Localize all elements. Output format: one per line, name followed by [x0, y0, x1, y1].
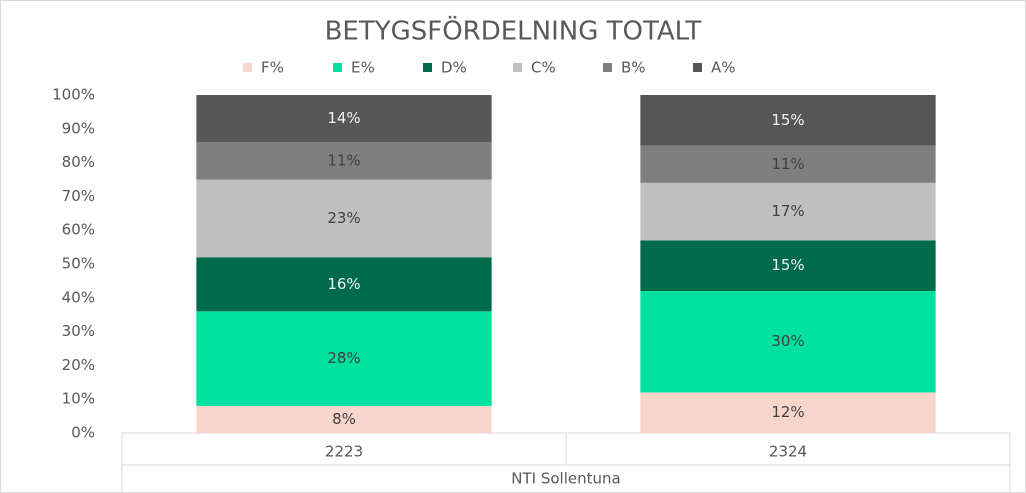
- data-label: 16%: [327, 275, 360, 293]
- bar-segment: [196, 142, 492, 180]
- legend-label: B%: [621, 59, 646, 77]
- legend-swatch: [693, 63, 702, 72]
- bar-segment: [640, 392, 936, 433]
- data-label: 8%: [332, 410, 356, 428]
- data-label: 15%: [771, 256, 804, 274]
- y-tick-label: 10%: [62, 390, 95, 408]
- y-tick-label: 70%: [62, 187, 95, 205]
- legend-swatch: [333, 63, 342, 72]
- data-label: 15%: [771, 111, 804, 129]
- data-label: 11%: [771, 155, 804, 173]
- legend-label: D%: [441, 59, 467, 77]
- legend-swatch: [513, 63, 522, 72]
- data-label: 30%: [771, 332, 804, 350]
- data-label: 11%: [327, 151, 360, 169]
- legend-swatch: [423, 63, 432, 72]
- chart-title: BETYGSFÖRDELNING TOTALT: [325, 15, 702, 47]
- data-label: 12%: [771, 403, 804, 421]
- bar-segment: [640, 240, 936, 292]
- y-tick-label: 50%: [62, 255, 95, 273]
- x-tick-label: 2324: [769, 443, 807, 461]
- y-tick-label: 0%: [71, 424, 95, 442]
- data-label: 28%: [327, 349, 360, 367]
- bar-segment: [640, 291, 936, 393]
- bar-segment: [640, 145, 936, 183]
- y-tick-label: 20%: [62, 356, 95, 374]
- legend-swatch: [243, 63, 252, 72]
- data-label: 17%: [771, 202, 804, 220]
- bar-segment: [196, 257, 492, 312]
- legend-label: A%: [711, 59, 736, 77]
- bar-segment: [640, 182, 936, 241]
- y-tick-label: 40%: [62, 288, 95, 306]
- y-tick-label: 90%: [62, 119, 95, 137]
- bar-segment: [196, 405, 492, 433]
- legend-swatch: [603, 63, 612, 72]
- y-tick-label: 60%: [62, 221, 95, 239]
- group-label: NTI Sollentuna: [511, 470, 620, 488]
- bar-segment: [196, 311, 492, 406]
- data-label: 23%: [327, 209, 360, 227]
- data-label: 14%: [327, 109, 360, 127]
- bar-segment: [640, 95, 936, 146]
- y-tick-label: 30%: [62, 322, 95, 340]
- bar-segment: [196, 95, 492, 143]
- legend-label: C%: [531, 59, 556, 77]
- bar-segment: [196, 179, 492, 258]
- legend-label: E%: [351, 59, 375, 77]
- x-tick-label: 2223: [325, 443, 363, 461]
- y-tick-label: 100%: [52, 86, 95, 104]
- legend-label: F%: [261, 59, 284, 77]
- y-tick-label: 80%: [62, 153, 95, 171]
